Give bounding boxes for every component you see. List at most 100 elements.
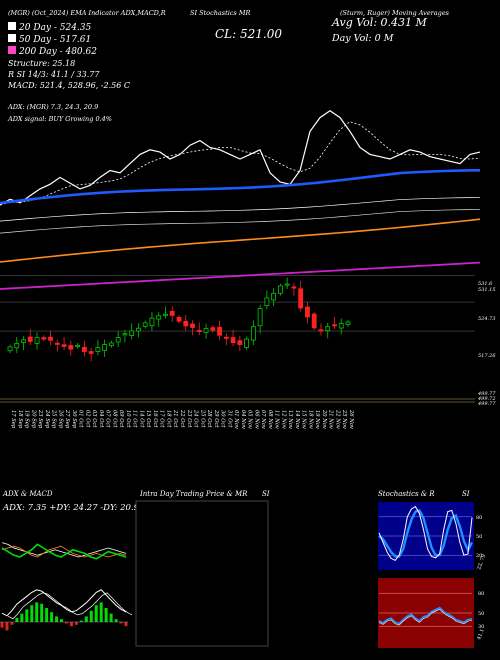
candle-body bbox=[102, 344, 108, 351]
intraday-box bbox=[135, 500, 269, 647]
macd-bar bbox=[40, 603, 44, 622]
candle-body bbox=[318, 329, 324, 332]
macd-bar bbox=[119, 622, 123, 624]
date-tick-label: 26 Nov bbox=[348, 409, 354, 429]
candle-body bbox=[345, 321, 351, 325]
date-tick-label: 07 Oct bbox=[105, 410, 111, 428]
adx-line bbox=[1, 542, 127, 558]
adx-signal-stat: ADX signal: BUY Growing 0.4% bbox=[7, 115, 112, 123]
date-tick-label: 30 Sep bbox=[71, 410, 77, 429]
macd-bar bbox=[109, 613, 113, 622]
rsi-stat: R SI 14/3: 41.1 / 33.77 bbox=[7, 70, 100, 79]
macd-bar bbox=[5, 622, 9, 631]
macd-histogram bbox=[0, 589, 133, 631]
macd-bar bbox=[0, 622, 4, 628]
rsi-level-label: 80 bbox=[478, 591, 484, 597]
date-tick-label: 20 Nov bbox=[321, 409, 327, 429]
date-tick-label: 18 Oct bbox=[165, 410, 171, 428]
price-level-label: 524.73 bbox=[478, 316, 496, 322]
rsi-level-label: 50 bbox=[478, 611, 484, 617]
candle-body bbox=[230, 337, 236, 344]
candle-body bbox=[163, 313, 168, 316]
date-tick-label: 03 Oct bbox=[91, 410, 97, 428]
candle-body bbox=[109, 342, 114, 346]
ema50-line bbox=[0, 168, 481, 205]
date-tick-label: 10 Oct bbox=[125, 410, 131, 428]
intraday-panel: Intra Day Trading Price & MR SI bbox=[135, 490, 270, 647]
stoch-si: SI bbox=[462, 490, 470, 498]
date-tick-label: 25 Sep bbox=[51, 409, 57, 429]
date-tick-label: 01 Oct bbox=[78, 410, 84, 428]
candle-body bbox=[257, 308, 263, 327]
macd-bar bbox=[25, 609, 29, 622]
candle-body bbox=[169, 310, 175, 316]
candle-body bbox=[311, 313, 317, 329]
header-date-title: (MGR) (Oct_2024) EMA Indicator ADX,MACD,… bbox=[8, 9, 166, 17]
date-tick-label: 11 Nov bbox=[274, 410, 280, 429]
date-tick-label: 25 Nov bbox=[341, 409, 347, 429]
intraday-si: SI bbox=[262, 490, 270, 498]
adx-lines bbox=[1, 542, 127, 560]
legend-50day: 50 Day - 517.61 bbox=[19, 35, 91, 45]
candle-body bbox=[284, 283, 290, 286]
price-trend-line bbox=[0, 109, 481, 206]
macd-bar bbox=[60, 619, 64, 622]
candle-body bbox=[277, 285, 283, 294]
candlesticks bbox=[7, 277, 351, 362]
stoch-title: Stochastics & R bbox=[378, 490, 435, 498]
candle-body bbox=[34, 337, 40, 344]
macd-bar bbox=[79, 620, 83, 622]
rsi-level-label: 30 bbox=[478, 624, 484, 630]
date-tick-label: 01 Nov bbox=[233, 410, 239, 429]
macd-bar bbox=[55, 616, 59, 622]
structure-stat: Structure: 25.18 bbox=[8, 59, 75, 68]
macd-signal-line bbox=[7, 592, 133, 620]
candle-body bbox=[325, 326, 331, 331]
candle-body bbox=[48, 336, 53, 341]
candle-body bbox=[338, 323, 344, 329]
date-tick-label: 08 Oct bbox=[111, 410, 117, 428]
moving-average-lines bbox=[0, 109, 481, 290]
candle-body bbox=[136, 327, 141, 332]
macd-bar bbox=[99, 602, 103, 622]
candle-body bbox=[305, 306, 310, 318]
header-company: (Sturm, Ruger) Moving Averages bbox=[340, 9, 450, 17]
date-tick-label: 22 Oct bbox=[179, 409, 185, 428]
candle-body bbox=[250, 326, 256, 341]
candle-body bbox=[27, 336, 33, 342]
candle-body bbox=[75, 344, 80, 347]
date-tick-label: 21 Oct bbox=[172, 409, 178, 428]
price-level-label: 499.77 bbox=[477, 391, 496, 397]
ema20-line bbox=[0, 121, 481, 206]
date-tick-label: 02 Oct bbox=[84, 410, 90, 428]
candle-body bbox=[196, 329, 202, 332]
candle-body bbox=[217, 326, 222, 336]
price-level-lines bbox=[0, 275, 475, 403]
macd-bar bbox=[89, 610, 93, 622]
candle-body bbox=[176, 316, 182, 322]
rsi-line bbox=[378, 606, 473, 625]
candle-body bbox=[149, 317, 155, 327]
macd-bar bbox=[64, 622, 68, 624]
date-tick-label: 17 Oct bbox=[159, 410, 165, 428]
candle-body bbox=[54, 342, 60, 345]
date-tick-label: 04 Oct bbox=[98, 410, 104, 428]
macd-bar bbox=[50, 612, 54, 622]
candle-body bbox=[21, 339, 26, 343]
ema-slow-line-2 bbox=[0, 209, 481, 234]
close-price-label: CL: 521.00 bbox=[215, 27, 282, 41]
macd-bar bbox=[35, 602, 39, 622]
candle-body bbox=[14, 342, 20, 349]
candle-body bbox=[115, 337, 121, 343]
candle-body bbox=[81, 346, 87, 352]
candle-body bbox=[7, 346, 13, 352]
date-tick-label: 11 Oct bbox=[132, 410, 138, 428]
candle-body bbox=[298, 288, 304, 309]
day-volume-label: Day Vol: 0 M bbox=[331, 33, 394, 44]
candle-body bbox=[223, 336, 229, 339]
date-tick-label: 16 Oct bbox=[152, 410, 158, 428]
intraday-title: Intra Day Trading Price & MR bbox=[139, 490, 248, 498]
